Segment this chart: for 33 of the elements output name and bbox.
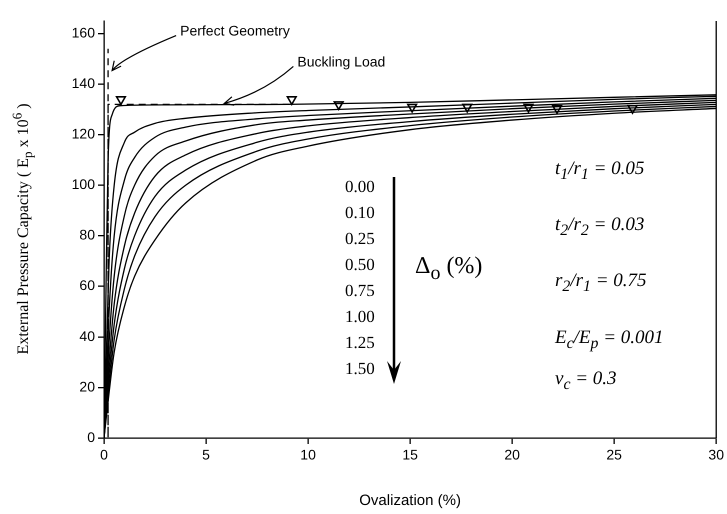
annotation: ν$_{c}$ = 0.3 [555,368,617,393]
x-tick-label: 15 [402,446,418,462]
annotation: 1.50 [345,358,375,378]
annotation: 0.00 [345,176,375,196]
annotation: r$_{2}$/r$_{1}$ = 0.75 [555,270,647,295]
annotation: 0.75 [345,280,375,300]
annotation: 1.25 [345,332,375,352]
annotation: Δ$_{o}$ (%) [415,252,482,284]
annotation: 0.50 [345,254,375,274]
y-tick-label: 140 [72,75,96,92]
x-tick-label: 30 [708,446,724,462]
x-axis-title: Ovalization (%) [359,492,461,510]
x-tick-label: 25 [606,446,622,462]
annotation: Perfect Geometry [180,22,290,38]
x-tick-label: 0 [100,446,108,462]
y-tick-label: 160 [72,24,96,40]
annotation: 0.10 [345,202,375,222]
x-tick-label: 10 [300,446,316,462]
annotation: t$_{2}$/r$_{2}$ = 0.03 [555,214,644,239]
y-tick-label: 60 [79,277,96,294]
x-tick-label: 5 [202,446,210,462]
y-tick-label: 80 [79,226,96,243]
y-tick-label: 100 [72,176,96,192]
annotation: 1.00 [345,306,375,326]
annotation: t$_{1}$/r$_{1}$ = 0.05 [555,158,644,183]
x-tick-label: 20 [504,446,520,462]
y-tick-label: 0 [87,428,96,445]
annotation: Buckling Load [297,53,386,70]
annotation: E$_{c}$/E$_{p}$ = 0.001 [555,327,664,352]
y-tick-label: 120 [72,126,96,142]
y-tick-label: 20 [79,378,96,394]
annotation: 0.25 [345,228,375,248]
y-tick-label: 40 [79,328,96,344]
